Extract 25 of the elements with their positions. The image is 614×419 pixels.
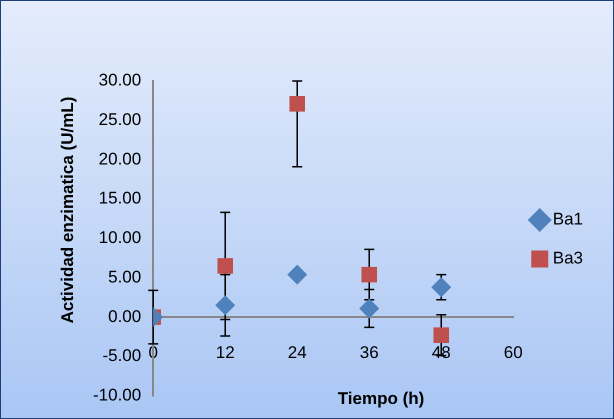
point <box>359 298 380 318</box>
point <box>217 258 233 274</box>
y-tick-label: 30.00 <box>98 70 142 90</box>
x-tick-label: 60 <box>504 342 523 362</box>
y-tick-label: -10.00 <box>93 385 142 404</box>
point <box>287 264 308 285</box>
y-tick-label: 25.00 <box>98 110 142 130</box>
y-axis-title: Actividad enzimatica (U/mL) <box>57 96 78 325</box>
y-tick-label: 20.00 <box>98 149 142 168</box>
point <box>361 266 378 282</box>
y-tick-label: -5.00 <box>102 346 142 366</box>
point <box>431 277 452 298</box>
y-tick-label: 0.00 <box>108 306 142 326</box>
point <box>215 295 236 316</box>
y-tick-label: 15.00 <box>98 188 142 208</box>
y-tick-label: 5.00 <box>108 267 142 286</box>
point <box>433 327 450 343</box>
x-tick-label: 24 <box>288 342 307 362</box>
x-axis-title: Tiempo (h) <box>336 389 426 409</box>
legend-label: Ba1 <box>552 210 583 229</box>
legend-label: Ba3 <box>552 248 583 268</box>
y-tick-label: 10.00 <box>98 228 142 248</box>
x-tick-label: 12 <box>216 342 235 362</box>
x-tick-label: 36 <box>360 342 379 362</box>
point <box>289 96 305 112</box>
